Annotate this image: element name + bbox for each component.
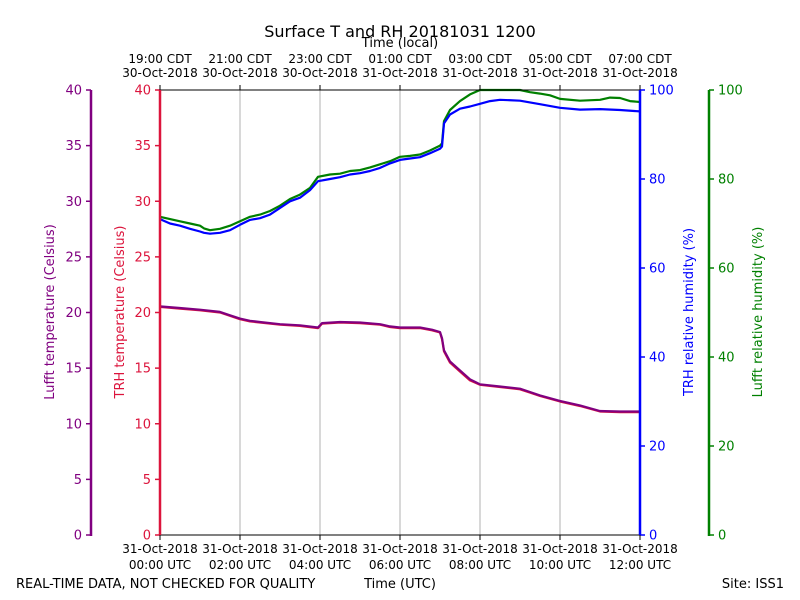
trh-rh-axis-tick-label-100: 100 [649, 84, 674, 99]
site-label: Site: ISS1 [722, 577, 784, 592]
trh-rh-axis-tick-label-80: 80 [649, 173, 666, 188]
lufft-rh-axis-tick-label-80: 80 [718, 173, 735, 188]
trh-temp-axis-tick-label-15: 15 [134, 362, 151, 377]
chart-title: Surface T and RH 20181031 1200 [264, 22, 536, 41]
trh-rh-axis-tick-label-60: 60 [649, 262, 666, 277]
series-lufft-temperature [159, 305, 640, 413]
top-tick-time-10h: 05:00 CDT [528, 52, 592, 66]
bottom-tick-date-2h: 31-Oct-2018 [202, 542, 278, 556]
trh-temp-axis-tick-label-10: 10 [134, 417, 151, 432]
trh-temp-axis-label: TRH temperature (Celsius) [113, 226, 128, 400]
top-tick-time-4h: 23:00 CDT [288, 52, 352, 66]
lufft-rh-axis-tick-label-40: 40 [718, 351, 735, 366]
trh-rh-axis-tick-label-0: 0 [649, 529, 657, 544]
top-tick-date-12h: 31-Oct-2018 [602, 66, 678, 80]
bottom-tick-time-2h: 02:00 UTC [209, 558, 271, 572]
axes: 0 5 10 15 20 25 30 35 40 0 5 10 15 20 25 30 35 40 0 20 40 60 8… [65, 52, 742, 572]
trh-temp-axis-tick-label-5: 5 [143, 473, 151, 488]
series-lufft-relative-humidity [159, 88, 641, 232]
trh-temp-axis-tick-label-0: 0 [143, 529, 151, 544]
top-tick-date-6h: 31-Oct-2018 [362, 66, 438, 80]
top-tick-time-2h: 21:00 CDT [208, 52, 272, 66]
top-tick-date-0h: 30-Oct-2018 [122, 66, 198, 80]
quality-disclaimer: REAL-TIME DATA, NOT CHECKED FOR QUALITY [16, 577, 315, 592]
top-axis-label: Time (local) [361, 36, 438, 51]
trh-temp-axis-tick-label-20: 20 [134, 306, 151, 321]
trh-rh-axis-tick-label-20: 20 [649, 440, 666, 455]
top-tick-date-2h: 30-Oct-2018 [202, 66, 278, 80]
top-tick-time-12h: 07:00 CDT [608, 52, 672, 66]
bottom-tick-date-12h: 31-Oct-2018 [602, 542, 678, 556]
lufft-temp-axis-tick-label-40: 40 [65, 84, 82, 99]
bottom-tick-date-6h: 31-Oct-2018 [362, 542, 438, 556]
lufft-temp-axis-tick-label-35: 35 [65, 139, 82, 154]
bottom-tick-time-8h: 08:00 UTC [449, 558, 511, 572]
bottom-tick-date-8h: 31-Oct-2018 [442, 542, 518, 556]
bottom-axis-label: Time (UTC) [363, 577, 436, 592]
bottom-tick-date-0h: 31-Oct-2018 [122, 542, 198, 556]
bottom-tick-time-12h: 12:00 UTC [609, 558, 671, 572]
lufft-rh-axis-tick-label-100: 100 [718, 84, 743, 99]
top-tick-time-0h: 19:00 CDT [128, 52, 192, 66]
bottom-tick-date-4h: 31-Oct-2018 [282, 542, 358, 556]
lufft-rh-axis-tick-label-0: 0 [718, 529, 726, 544]
bottom-tick-time-4h: 04:00 UTC [289, 558, 351, 572]
lufft-temp-axis-tick-label-5: 5 [74, 473, 82, 488]
top-tick-date-8h: 31-Oct-2018 [442, 66, 518, 80]
lufft-temp-axis-label: Lufft temperature (Celsius) [43, 224, 58, 400]
grid-lines [239, 90, 561, 535]
lufft-temp-axis-tick-label-10: 10 [65, 417, 82, 432]
bottom-tick-time-10h: 10:00 UTC [529, 558, 591, 572]
trh-rh-axis-tick-label-40: 40 [649, 351, 666, 366]
trh-rh-axis-label: TRH relative humidity (%) [682, 228, 697, 397]
lufft-rh-axis-tick-label-20: 20 [718, 440, 735, 455]
bottom-tick-date-10h: 31-Oct-2018 [522, 542, 598, 556]
lufft-temp-axis-tick-label-25: 25 [65, 250, 82, 265]
top-tick-date-4h: 30-Oct-2018 [282, 66, 358, 80]
lufft-temp-axis-tick-label-0: 0 [74, 529, 82, 544]
lufft-temp-axis-tick-label-15: 15 [65, 362, 82, 377]
trh-temp-axis-tick-label-30: 30 [134, 195, 151, 210]
trh-temp-axis-tick-label-35: 35 [134, 139, 151, 154]
trh-temp-axis-tick-label-40: 40 [134, 84, 151, 99]
bottom-tick-time-0h: 00:00 UTC [129, 558, 191, 572]
series-trh-relative-humidity [159, 98, 641, 235]
bottom-tick-time-6h: 06:00 UTC [369, 558, 431, 572]
top-tick-date-10h: 31-Oct-2018 [522, 66, 598, 80]
top-tick-time-8h: 03:00 CDT [448, 52, 512, 66]
lufft-temp-axis-tick-label-20: 20 [65, 306, 82, 321]
lufft-rh-axis-tick-label-60: 60 [718, 262, 735, 277]
top-tick-time-6h: 01:00 CDT [368, 52, 432, 66]
trh-temp-axis-tick-label-25: 25 [134, 250, 151, 265]
lufft-rh-axis-label: Lufft relative humidity (%) [751, 227, 766, 398]
data-series [159, 88, 641, 414]
lufft-temp-axis-tick-label-30: 30 [65, 195, 82, 210]
